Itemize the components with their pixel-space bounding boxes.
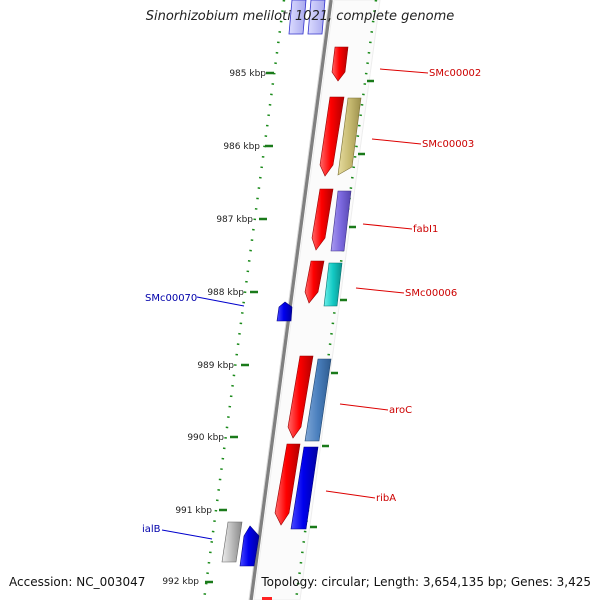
gene-arrow-smc00003[interactable] [319, 96, 345, 177]
tick-group: 989 kbp [197, 361, 338, 375]
genome-title: Sinorhizobium meliloti 1021, complete ge… [145, 9, 455, 24]
leader-line-smc00070 [196, 296, 245, 307]
gene-label-ialb[interactable]: ialB [142, 524, 161, 535]
gene-arrow-ialb-feature [221, 521, 243, 563]
gene-label-smc00006[interactable]: SMc00006 [405, 288, 457, 299]
tick-label: 992 kbp [162, 577, 199, 587]
tick-group: 987 kbp [216, 215, 356, 229]
leader-line-smc00006 [355, 287, 405, 294]
topology-label: Topology: circular; Length: 3,654,135 bp… [261, 575, 591, 589]
tick-label: 988 kbp [207, 288, 244, 298]
tick-label: 986 kbp [223, 142, 260, 152]
gene-arrow-smc00003-feature [337, 97, 362, 176]
tick-label: 991 kbp [175, 506, 212, 516]
leader-line-fabi1 [362, 223, 413, 230]
leader-line-smc00003 [371, 138, 422, 145]
gene-arrow-fabi1-feature [330, 190, 352, 252]
gene-label-riba[interactable]: ribA [376, 493, 396, 504]
gene-arrow-smc00006[interactable] [304, 260, 325, 304]
gene-arrow-aroc[interactable] [287, 355, 314, 439]
gene-arrow-fabi1[interactable] [311, 188, 334, 251]
left-guide-dots [202, 0, 286, 601]
gene-label-fabi1[interactable]: fabI1 [413, 224, 438, 235]
tick-group: 992 kbp [162, 577, 213, 587]
tick-label: 989 kbp [197, 361, 234, 371]
gene-arrow-smc00070[interactable] [276, 301, 293, 322]
gene-arrow-smc00006-feature [323, 262, 343, 307]
gene-label-smc00002[interactable]: SMc00002 [429, 68, 481, 79]
genome-backbone [249, 0, 333, 601]
tick-label: 987 kbp [216, 215, 253, 225]
gene-arrow-smc00002[interactable] [331, 46, 349, 82]
tick-label: 985 kbp [229, 69, 266, 79]
gene-label-smc00003[interactable]: SMc00003 [422, 139, 474, 150]
gene-arrow-partial [288, 0, 307, 35]
tick-group: 990 kbp [187, 433, 329, 448]
gene-arrow-partial [307, 0, 326, 35]
gene-arrow-riba[interactable] [274, 443, 301, 526]
gene-arrow-ialb[interactable] [239, 525, 260, 567]
gene-label-smc00070[interactable]: SMc00070 [145, 293, 197, 304]
gene-arrow-riba-feature [290, 446, 319, 530]
leader-line-aroc [339, 403, 389, 411]
tick-group: 986 kbp [223, 142, 365, 156]
leader-line-ialb [161, 529, 213, 540]
tick-group: 991 kbp [175, 506, 317, 529]
tick-group: 985 kbp [229, 69, 374, 83]
accession-label: Accession: NC_003047 [9, 575, 146, 589]
tick-group: 988 kbp [207, 288, 347, 302]
tick-label: 990 kbp [187, 433, 224, 443]
genome-backbone-highlight [248, 0, 330, 601]
gene-arrow-aroc-feature [304, 358, 332, 442]
leader-line-riba [325, 490, 376, 499]
gene-label-aroc[interactable]: aroC [389, 405, 412, 416]
leader-line-smc00002 [379, 68, 429, 74]
gene-arrow-partial [262, 597, 272, 600]
